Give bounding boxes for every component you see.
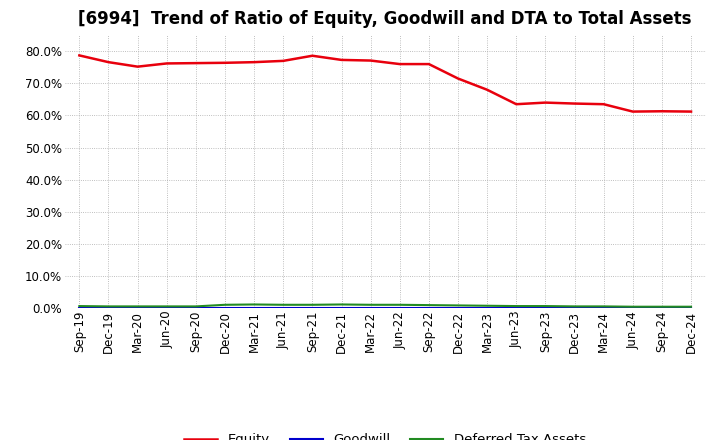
- Goodwill: [599, 305, 608, 311]
- Deferred Tax Assets: [657, 304, 666, 309]
- Equity: [163, 61, 171, 66]
- Deferred Tax Assets: [570, 304, 579, 309]
- Deferred Tax Assets: [395, 302, 404, 308]
- Goodwill: [192, 305, 200, 311]
- Goodwill: [366, 305, 375, 311]
- Goodwill: [163, 305, 171, 311]
- Goodwill: [483, 305, 492, 311]
- Equity: [483, 87, 492, 92]
- Equity: [512, 102, 521, 107]
- Line: Equity: Equity: [79, 55, 691, 112]
- Goodwill: [454, 305, 462, 311]
- Deferred Tax Assets: [512, 304, 521, 309]
- Deferred Tax Assets: [366, 302, 375, 308]
- Goodwill: [133, 305, 142, 311]
- Goodwill: [395, 305, 404, 311]
- Goodwill: [687, 305, 696, 311]
- Deferred Tax Assets: [425, 302, 433, 308]
- Deferred Tax Assets: [337, 302, 346, 307]
- Goodwill: [541, 305, 550, 311]
- Equity: [599, 102, 608, 107]
- Deferred Tax Assets: [687, 304, 696, 309]
- Deferred Tax Assets: [454, 303, 462, 308]
- Equity: [366, 58, 375, 63]
- Equity: [657, 109, 666, 114]
- Goodwill: [279, 305, 287, 311]
- Equity: [454, 76, 462, 81]
- Goodwill: [512, 305, 521, 311]
- Deferred Tax Assets: [75, 304, 84, 309]
- Equity: [250, 59, 258, 65]
- Deferred Tax Assets: [133, 304, 142, 309]
- Goodwill: [250, 305, 258, 311]
- Equity: [104, 59, 113, 65]
- Goodwill: [308, 305, 317, 311]
- Goodwill: [657, 305, 666, 311]
- Deferred Tax Assets: [104, 304, 113, 309]
- Goodwill: [425, 305, 433, 311]
- Equity: [541, 100, 550, 105]
- Equity: [279, 58, 287, 63]
- Equity: [570, 101, 579, 106]
- Equity: [687, 109, 696, 114]
- Equity: [75, 53, 84, 58]
- Deferred Tax Assets: [599, 304, 608, 309]
- Goodwill: [337, 305, 346, 311]
- Title: [6994]  Trend of Ratio of Equity, Goodwill and DTA to Total Assets: [6994] Trend of Ratio of Equity, Goodwil…: [78, 10, 692, 28]
- Equity: [425, 62, 433, 67]
- Deferred Tax Assets: [250, 302, 258, 307]
- Goodwill: [104, 305, 113, 311]
- Equity: [308, 53, 317, 59]
- Deferred Tax Assets: [279, 302, 287, 308]
- Equity: [395, 62, 404, 67]
- Deferred Tax Assets: [308, 302, 317, 308]
- Goodwill: [570, 305, 579, 311]
- Goodwill: [75, 305, 84, 311]
- Goodwill: [220, 305, 229, 311]
- Deferred Tax Assets: [629, 304, 637, 309]
- Deferred Tax Assets: [220, 302, 229, 308]
- Goodwill: [629, 305, 637, 311]
- Equity: [220, 60, 229, 66]
- Deferred Tax Assets: [483, 303, 492, 308]
- Equity: [133, 64, 142, 69]
- Equity: [192, 60, 200, 66]
- Equity: [337, 57, 346, 62]
- Deferred Tax Assets: [163, 304, 171, 309]
- Deferred Tax Assets: [192, 304, 200, 309]
- Legend: Equity, Goodwill, Deferred Tax Assets: Equity, Goodwill, Deferred Tax Assets: [179, 428, 591, 440]
- Line: Deferred Tax Assets: Deferred Tax Assets: [79, 304, 691, 307]
- Deferred Tax Assets: [541, 304, 550, 309]
- Equity: [629, 109, 637, 114]
